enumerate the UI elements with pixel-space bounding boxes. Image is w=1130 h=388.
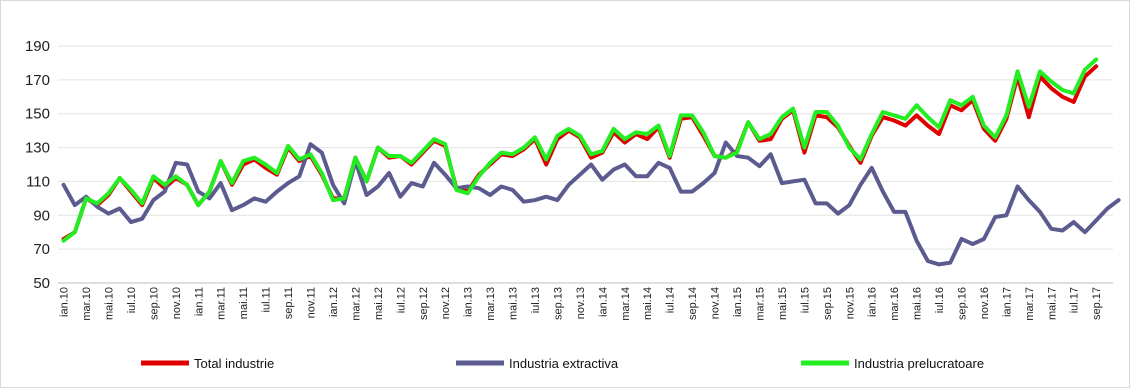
y-tick-label: 110: [26, 173, 50, 190]
legend-label: Total industrie: [194, 356, 274, 371]
x-tick-label: nov.10: [171, 287, 183, 319]
x-tick-label: mar.13: [485, 287, 497, 321]
x-tick-label: mar.16: [889, 287, 901, 321]
x-tick-label: mai.16: [912, 287, 924, 320]
x-tick-label: mai.14: [642, 287, 654, 320]
series-lines: [61, 57, 1121, 267]
x-tick-label: mar.10: [81, 287, 93, 321]
y-tick-label: 70: [33, 241, 50, 258]
x-tick-label: mai.17: [1046, 287, 1058, 320]
x-tick-label: mar.11: [216, 287, 228, 320]
x-tick-label: sep.17: [1091, 287, 1103, 320]
x-tick-label: sep.10: [148, 287, 160, 320]
y-tick-label: 170: [25, 72, 50, 89]
x-tick-label: sep.14: [687, 287, 699, 320]
x-tick-label: ian.11: [193, 287, 205, 316]
x-tick-label: ian.12: [328, 287, 340, 317]
x-tick-label: iul.12: [395, 287, 407, 313]
x-tick-label: sep.15: [822, 287, 834, 320]
y-tick-label: 130: [25, 140, 50, 157]
legend: Total industrie Industria extractiva Indus…: [141, 356, 984, 371]
x-tick-label: ian.10: [59, 287, 71, 317]
x-tick-label: sep.11: [283, 287, 295, 319]
x-tick-label: iul.14: [665, 287, 677, 313]
x-tick-label: mai.12: [373, 287, 385, 320]
x-tick-label: iul.17: [1069, 287, 1081, 313]
x-tick-label: mai.13: [508, 287, 520, 320]
x-tick-label: mai.10: [104, 287, 116, 320]
x-tick-label: mar.12: [350, 287, 362, 321]
legend-label: Industria extractiva: [509, 356, 619, 371]
x-tick-label: ian.15: [732, 287, 744, 317]
x-tick-label: sep.16: [956, 287, 968, 320]
x-tick-label: nov.15: [844, 287, 856, 319]
x-tick-label: ian.17: [1001, 287, 1013, 317]
x-tick-label: ian.14: [597, 287, 609, 317]
series-line-2: [61, 140, 1121, 267]
grid-lines: [58, 45, 1113, 284]
x-tick-label: iul.10: [126, 287, 138, 313]
x-tick-label: nov.11: [306, 287, 318, 318]
x-tick-label: nov.14: [710, 287, 722, 319]
x-tick-label: mai.11: [238, 287, 250, 319]
x-tick-label: mai.15: [777, 287, 789, 320]
x-tick-label: iul.15: [799, 287, 811, 313]
y-tick-label: 50: [33, 275, 50, 292]
x-tick-label: mar.15: [754, 287, 766, 321]
x-tick-label: sep.13: [552, 287, 564, 320]
series-line-1: [61, 64, 1099, 241]
x-tick-label: mar.17: [1024, 287, 1036, 321]
y-tick-label: 90: [33, 207, 50, 224]
x-tick-label: nov.16: [979, 287, 991, 319]
x-tick-label: nov.13: [575, 287, 587, 319]
x-tick-label: mar.14: [620, 287, 632, 321]
y-tick-label: 150: [25, 106, 50, 123]
y-axis-ticks: 50 70 90 110 130 150 170 190: [25, 38, 50, 292]
x-tick-label: sep.12: [418, 287, 430, 320]
x-axis-ticks: ian.10 mar.10 mai.10 iul.10 sep.10 nov.10 ian.…: [59, 287, 1104, 321]
y-tick-label: 190: [25, 38, 50, 55]
legend-label: Industria prelucratoare: [854, 356, 984, 371]
x-tick-label: ian.13: [463, 287, 475, 317]
x-tick-label: ian.16: [867, 287, 879, 317]
x-tick-label: iul.16: [934, 287, 946, 313]
x-tick-label: iul.13: [530, 287, 542, 313]
x-tick-label: nov.12: [440, 287, 452, 319]
series-line-3: [61, 57, 1099, 243]
x-tick-label: iul.11: [261, 287, 273, 312]
